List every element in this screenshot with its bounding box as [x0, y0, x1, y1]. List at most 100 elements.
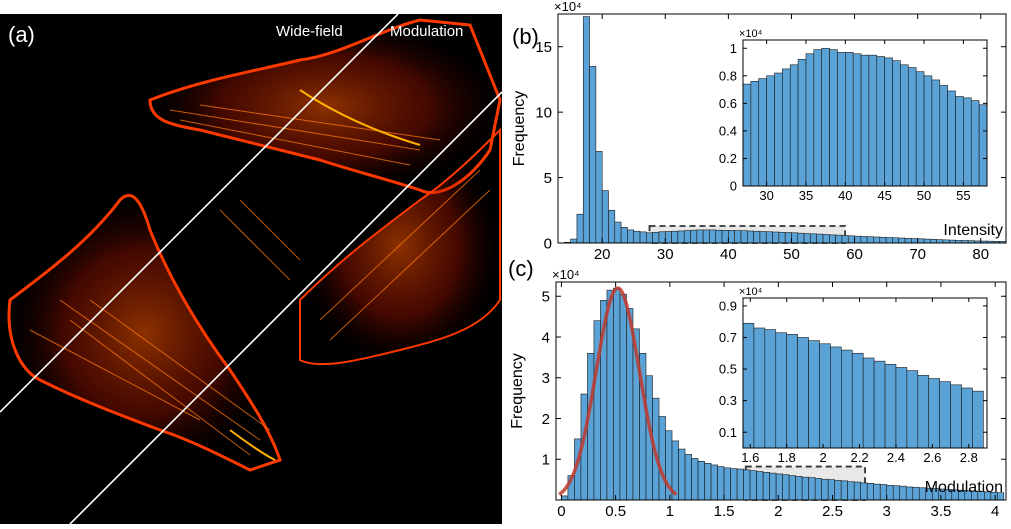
b-inset-bar	[970, 100, 980, 187]
c-main-bar	[769, 472, 777, 501]
b-main-bar	[810, 233, 818, 244]
c-main-bar	[873, 483, 881, 501]
c-inset-xtick-label: 2.2	[850, 450, 868, 465]
b-main-axes-frame	[557, 13, 1007, 244]
b-main-bar	[803, 233, 811, 244]
b-main-bar	[646, 232, 653, 244]
b-main-bar	[570, 238, 578, 244]
b-main-bar	[721, 230, 729, 244]
panel-a-label: (a)	[8, 22, 35, 47]
c-main-bar	[788, 475, 796, 501]
chart-b-inset: 30 35 40 45 50 55 0 0.2 0.4 0.6 0.8 1×10⁴	[719, 28, 988, 203]
b-main-ytick-label: 10	[535, 104, 552, 121]
b-main-bar	[860, 236, 868, 244]
b-main-bar	[904, 237, 912, 244]
c-inset-bar	[841, 349, 853, 449]
b-main-bar	[746, 230, 754, 244]
panel-a-image: (a) Wide-field Modulation	[0, 14, 502, 524]
b-inset-bar	[963, 97, 972, 187]
c-main-bar	[749, 470, 757, 501]
c-inset-axes-frame	[742, 297, 988, 449]
b-main-bar	[835, 234, 843, 244]
c-main-xtick-label: 3	[883, 503, 891, 520]
b-inset-ytick-label: 1	[730, 41, 737, 56]
b-inset-bar	[829, 49, 838, 187]
b-main-bar	[601, 190, 609, 244]
c-main-ylabel: Frequency	[509, 353, 526, 429]
b-main-bar	[702, 229, 710, 244]
b-main-bar	[866, 236, 874, 244]
c-inset-bar	[917, 375, 930, 449]
b-main-multiplier: ×10⁴	[554, 0, 582, 14]
c-inset-ytick-label: 0.9	[719, 298, 737, 313]
b-inset-ytick-label: 0.4	[719, 123, 737, 138]
b-main-bar	[772, 231, 780, 244]
b-inset-bar	[923, 75, 933, 187]
b-main-bar	[841, 235, 849, 244]
b-main-bar	[715, 229, 723, 244]
b-main-xtick-label: 80	[972, 246, 989, 263]
b-inset-bar	[900, 64, 909, 187]
b-main-xtick-label: 30	[657, 246, 674, 263]
b-main-bar	[791, 232, 799, 244]
b-inset-bar	[892, 60, 901, 187]
c-main-bar	[697, 460, 705, 501]
b-main-bar	[898, 237, 906, 244]
c-main-xtick-label: 1	[666, 503, 674, 520]
b-main-bar	[784, 232, 792, 244]
c-main-xtick-label: 2	[774, 503, 782, 520]
b-inset-bar	[774, 72, 783, 187]
b-main-bar	[854, 235, 862, 244]
c-inset-bar	[786, 334, 798, 449]
b-main-bar	[822, 234, 830, 244]
b-inset-xtick-label: 55	[956, 188, 970, 203]
c-inset-bar	[928, 378, 940, 449]
c-main-bar	[730, 468, 738, 501]
c-inset-ytick-label: 0.3	[719, 393, 737, 408]
b-main-bar	[923, 238, 931, 244]
c-inset-bar	[972, 390, 984, 449]
c-inset-ytick-label: 0.7	[719, 330, 737, 345]
c-main-bar	[808, 477, 816, 501]
c-main-xtick-label: 3.5	[931, 503, 952, 520]
b-inset-bar	[821, 47, 830, 187]
b-main-ytick-label: 0	[544, 235, 552, 252]
b-inset-bar	[789, 64, 799, 187]
bright-edges	[229, 89, 421, 461]
b-inset-bar	[742, 83, 752, 187]
b-inset-bar	[947, 90, 956, 187]
b-inset-bar	[797, 58, 807, 187]
b-main-bar	[608, 209, 616, 244]
c-inset-ytick-label: 0.1	[719, 425, 737, 440]
b-main-ytick-label: 5	[544, 170, 552, 187]
b-main-bar	[696, 229, 704, 244]
b-main-bar	[917, 238, 925, 244]
c-main-bar	[678, 448, 686, 501]
b-inset-ytick-label: 0	[730, 179, 737, 194]
b-main-xlabel: Intensity	[943, 222, 1003, 239]
b-main-bar	[639, 231, 647, 244]
b-main-bar	[658, 231, 666, 244]
b-inset-bar	[931, 79, 941, 187]
c-main-xlabel: Modulation	[925, 479, 1003, 496]
b-main-xtick-label: 20	[594, 246, 611, 263]
b-inset-bar	[845, 52, 854, 187]
actin-fibers	[29, 104, 491, 456]
c-inset-bar	[906, 370, 919, 449]
c-inset-xtick-label: 2.4	[887, 450, 905, 465]
b-inset-xtick-label: 30	[759, 188, 773, 203]
b-main-bar	[765, 231, 773, 244]
b-main-bar	[614, 221, 622, 244]
b-main-bar	[683, 230, 691, 244]
b-main-bar	[829, 234, 836, 244]
b-inset-bar	[939, 85, 948, 187]
c-main-ytick-label: 3	[542, 370, 550, 387]
b-main-bar	[892, 237, 900, 244]
c-main-bar	[827, 479, 835, 501]
c-inset-bar	[961, 387, 973, 449]
b-main-bar	[797, 232, 805, 244]
b-inset-bar	[805, 53, 815, 187]
b-main-bar	[671, 230, 679, 244]
b-main-bar	[728, 230, 735, 244]
